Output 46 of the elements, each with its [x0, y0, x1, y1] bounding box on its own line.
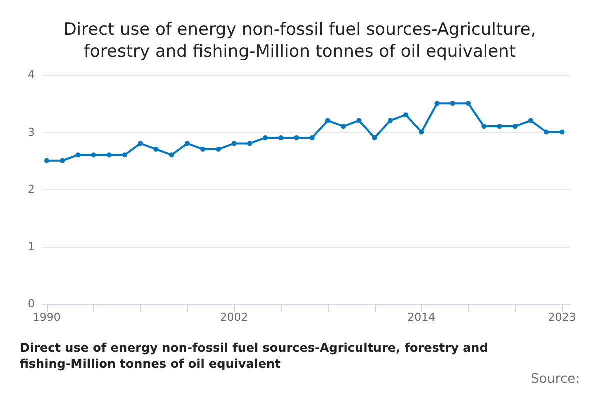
point	[544, 130, 550, 135]
point	[356, 118, 362, 124]
point	[388, 118, 393, 124]
y-tick-label: 4	[28, 68, 35, 82]
point	[434, 101, 440, 106]
point	[419, 130, 424, 135]
point	[138, 141, 144, 146]
point	[404, 112, 409, 118]
y-tick-label: 0	[28, 298, 35, 310]
point	[497, 124, 502, 130]
source-note: Source:	[530, 372, 580, 387]
point	[263, 135, 268, 140]
point	[232, 141, 237, 146]
y-tick-label: 2	[28, 183, 35, 196]
x-tick-label: 2023	[548, 311, 576, 324]
x-tick-label: 2014	[408, 311, 436, 324]
point	[294, 135, 300, 140]
point	[154, 146, 159, 152]
point	[372, 135, 378, 140]
y-tick-label: 3	[28, 126, 35, 139]
point	[310, 135, 315, 140]
point	[122, 152, 128, 158]
point	[247, 141, 252, 146]
point	[528, 118, 534, 124]
point	[216, 146, 222, 152]
x-tick-label: 1990	[32, 311, 61, 324]
point	[76, 152, 81, 158]
x-tick-label: 2002	[220, 311, 248, 324]
y-tick-label: 1	[28, 240, 35, 254]
point	[341, 124, 346, 130]
point	[560, 130, 565, 135]
point	[200, 146, 206, 152]
point	[278, 135, 284, 140]
point	[184, 141, 190, 146]
x-axis-title: Direct use of energy non-fossil fuel sources-Agriculture, forestry and fishing-Million tonnes of oil equivalent	[20, 341, 492, 371]
point	[60, 158, 66, 164]
point	[482, 124, 487, 130]
point	[106, 152, 112, 158]
point	[325, 118, 330, 124]
chart-title: Direct use of energy non-fossil fuel sources-Agriculture, forestry and fishing-Million tonnes of oil equivalent	[64, 20, 536, 62]
point	[512, 124, 518, 130]
point	[466, 101, 472, 106]
point	[44, 158, 50, 164]
point	[450, 101, 456, 106]
point	[169, 152, 174, 158]
point	[91, 152, 96, 158]
